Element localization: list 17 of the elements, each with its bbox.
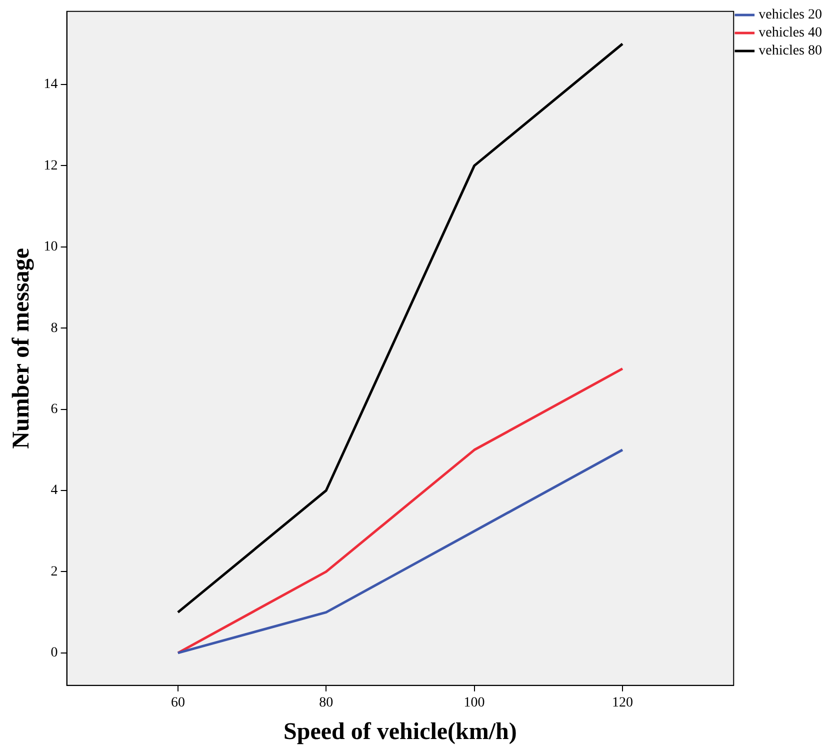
y-tick-label: 12 xyxy=(44,158,58,174)
x-tick-label: 60 xyxy=(170,695,185,710)
y-tick-label: 8 xyxy=(50,320,58,336)
x-tick-label: 80 xyxy=(319,695,334,710)
y-tick-label: 6 xyxy=(50,402,58,417)
x-tick-label: 120 xyxy=(612,695,633,710)
y-tick-label: 2 xyxy=(50,564,58,580)
legend-label: vehicles 80 xyxy=(758,44,822,59)
y-tick-label: 10 xyxy=(44,240,58,255)
y-tick-label: 4 xyxy=(50,483,58,498)
y-axis-title: Number of message xyxy=(8,248,35,449)
y-tick-label: 0 xyxy=(50,646,58,661)
legend-label: vehicles 40 xyxy=(758,26,822,41)
y-tick-label: 14 xyxy=(44,77,58,92)
x-axis-title: Speed of vehicle(km/h) xyxy=(284,718,517,745)
x-tick-label: 100 xyxy=(464,695,485,710)
legend-label: vehicles 20 xyxy=(758,8,822,23)
